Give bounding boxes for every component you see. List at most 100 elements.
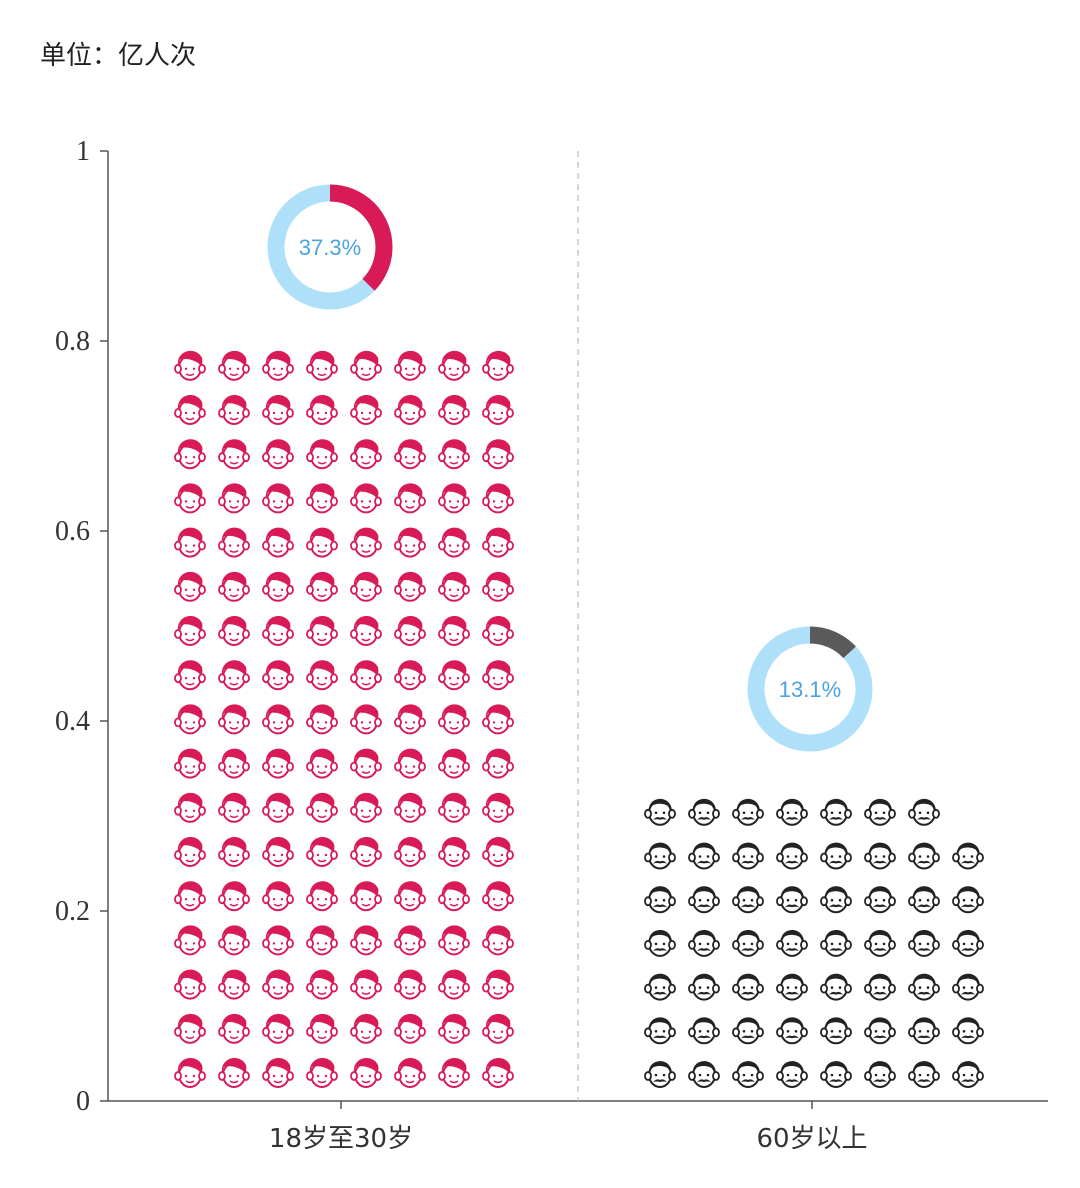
young-face-icon — [262, 704, 294, 735]
mustache-face-icon — [688, 1017, 720, 1045]
young-face-icon — [174, 1013, 206, 1044]
mustache-face-icon — [864, 886, 896, 914]
young-face-icon — [262, 616, 294, 646]
young-face-icon — [174, 395, 206, 425]
young-face-icon — [262, 527, 294, 558]
mustache-face-icon — [688, 798, 720, 826]
mustache-face-icon — [732, 842, 764, 870]
young-face-icon — [306, 527, 338, 558]
young-face-icon — [438, 748, 470, 779]
mustache-face-icon — [820, 1061, 852, 1088]
young-face-icon — [350, 792, 382, 823]
young-face-icon — [350, 881, 382, 912]
young-face-icon — [262, 925, 294, 956]
y-tick-label: 0 — [76, 1086, 90, 1117]
young-face-icon — [306, 439, 338, 470]
young-face-icon — [482, 350, 514, 381]
young-face-icon — [394, 704, 426, 735]
young-face-icon — [438, 925, 470, 956]
young-face-icon — [350, 969, 382, 1000]
mustache-face-icon — [688, 1061, 720, 1088]
young-face-icon — [482, 439, 514, 470]
young-face-icon — [438, 395, 470, 425]
young-face-icon — [262, 483, 294, 514]
young-face-icon — [306, 616, 338, 646]
mustache-face-icon — [644, 973, 676, 1001]
donut-chart: 13.1% — [747, 626, 873, 752]
young-face-icon — [218, 704, 250, 735]
young-face-icon — [438, 1013, 470, 1044]
young-face-icon — [350, 748, 382, 779]
mustache-face-icon — [776, 1017, 808, 1045]
y-tick-label: 0.4 — [55, 706, 90, 737]
mustache-face-icon — [644, 798, 676, 826]
young-face-icon — [350, 350, 382, 381]
mustache-face-icon — [688, 929, 720, 957]
young-face-icon — [174, 748, 206, 779]
young-face-icon — [438, 350, 470, 381]
donut-percentage-label: 37.3% — [299, 235, 361, 260]
young-face-icon — [438, 704, 470, 735]
young-face-icon — [218, 969, 250, 1000]
mustache-face-icon — [732, 929, 764, 957]
young-face-icon — [174, 616, 206, 646]
mustache-face-icon — [688, 886, 720, 914]
young-face-icon — [350, 616, 382, 646]
young-face-icon — [262, 571, 294, 602]
young-face-icon — [174, 527, 206, 558]
mustache-face-icon — [908, 798, 940, 826]
mustache-face-icon — [820, 798, 852, 826]
donut-charts: 37.3% 13.1% — [267, 184, 873, 752]
young-face-icon — [218, 571, 250, 602]
young-face-icon — [438, 616, 470, 646]
mustache-face-icon — [732, 886, 764, 914]
young-face-icon — [218, 1013, 250, 1044]
young-face-icon — [262, 660, 294, 691]
young-face-icon — [306, 1013, 338, 1044]
young-face-icon — [218, 439, 250, 470]
young-face-icon — [262, 1058, 294, 1088]
young-face-icon — [394, 1058, 426, 1088]
young-face-icon — [482, 571, 514, 602]
young-face-icon — [306, 881, 338, 912]
young-face-icon — [394, 527, 426, 558]
young-face-icon — [174, 571, 206, 602]
young-face-icon — [438, 483, 470, 514]
mustache-face-icon — [644, 1017, 676, 1045]
mustache-face-icon — [644, 929, 676, 957]
young-face-icon — [394, 748, 426, 779]
mustache-face-icon — [952, 886, 984, 914]
mustache-face-icon — [776, 886, 808, 914]
young-face-icon — [218, 616, 250, 646]
young-face-icon — [482, 792, 514, 823]
mustache-face-icon — [732, 1061, 764, 1088]
young-face-icon — [174, 837, 206, 867]
young-face-icon — [218, 660, 250, 691]
mustache-face-icon — [952, 929, 984, 957]
unit-label: 单位：亿人次 — [40, 41, 196, 71]
mustache-face-icon — [732, 973, 764, 1001]
young-face-icon — [306, 350, 338, 381]
young-face-icon — [262, 969, 294, 1000]
young-face-icon — [262, 350, 294, 381]
young-face-icon — [174, 925, 206, 956]
young-face-icon — [174, 483, 206, 514]
young-face-icon — [394, 881, 426, 912]
young-face-icon — [394, 660, 426, 691]
young-face-icon — [262, 881, 294, 912]
mustache-face-icon — [908, 1061, 940, 1088]
young-face-icon — [350, 704, 382, 735]
young-face-icon — [174, 350, 206, 381]
mustache-face-icon — [820, 973, 852, 1001]
young-face-icon — [438, 792, 470, 823]
young-face-icon — [262, 748, 294, 779]
young-face-icon — [482, 395, 514, 425]
mustache-face-icon — [864, 1017, 896, 1045]
young-face-icon — [438, 837, 470, 867]
young-face-icon — [350, 1013, 382, 1044]
young-face-icon — [394, 571, 426, 602]
y-tick-label: 1 — [76, 136, 90, 167]
young-face-icon — [306, 571, 338, 602]
young-face-icon — [394, 792, 426, 823]
